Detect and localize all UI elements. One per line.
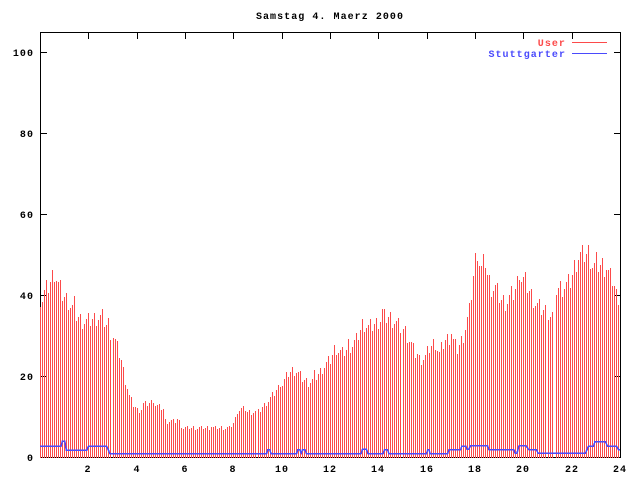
- svg-text:Samstag 4. Maerz 2000: Samstag 4. Maerz 2000: [256, 12, 404, 23]
- svg-text:24: 24: [613, 465, 627, 476]
- svg-text:14: 14: [371, 465, 385, 476]
- svg-text:Stuttgarter: Stuttgarter: [488, 50, 566, 61]
- svg-text:100: 100: [13, 49, 34, 60]
- svg-text:18: 18: [468, 465, 482, 476]
- svg-text:4: 4: [133, 465, 140, 476]
- svg-text:40: 40: [20, 292, 34, 303]
- svg-text:80: 80: [20, 130, 34, 141]
- svg-text:User: User: [538, 39, 566, 50]
- svg-text:20: 20: [516, 465, 530, 476]
- svg-text:10: 10: [275, 465, 289, 476]
- svg-text:12: 12: [323, 465, 337, 476]
- svg-text:22: 22: [565, 465, 579, 476]
- svg-text:16: 16: [420, 465, 434, 476]
- svg-text:20: 20: [20, 373, 34, 384]
- svg-text:60: 60: [20, 211, 34, 222]
- svg-text:6: 6: [181, 465, 188, 476]
- svg-text:8: 8: [229, 465, 236, 476]
- svg-text:2: 2: [84, 465, 91, 476]
- svg-text:0: 0: [27, 454, 34, 465]
